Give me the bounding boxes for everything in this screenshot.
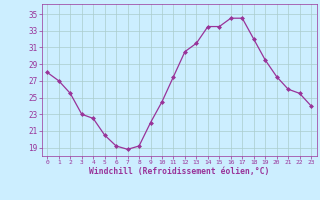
X-axis label: Windchill (Refroidissement éolien,°C): Windchill (Refroidissement éolien,°C) — [89, 167, 269, 176]
